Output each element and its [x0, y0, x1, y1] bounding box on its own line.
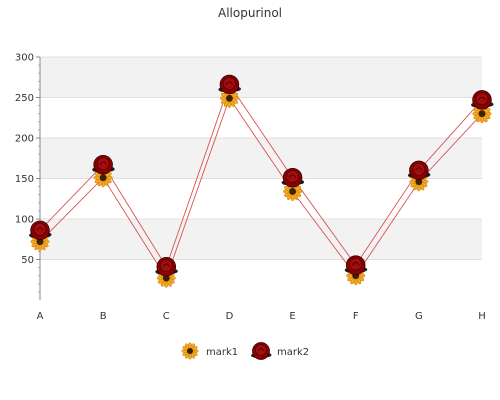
data-point-mark2	[344, 255, 368, 275]
axes: 50 100 150 200 250 300 A B C D E F G H	[15, 53, 486, 323]
x-tick-label: F	[353, 311, 359, 322]
data-point-mark2	[155, 257, 178, 277]
rose-petal	[255, 344, 267, 356]
rose-swirl	[225, 81, 234, 85]
legend-label: mark1	[206, 347, 238, 358]
rose-petal	[223, 77, 236, 90]
rose-swirl	[288, 174, 297, 178]
series-lines	[39, 83, 483, 280]
sunflower-center	[99, 174, 107, 182]
rose-swirl	[257, 348, 265, 352]
y-tick-label: 250	[15, 93, 34, 104]
rose-petal	[159, 259, 173, 273]
data-point-mark2	[29, 220, 52, 241]
y-tick-label: 150	[15, 174, 34, 185]
x-tick-label: A	[37, 311, 44, 322]
y-tick-label: 50	[21, 255, 34, 266]
x-tick-label: H	[478, 311, 486, 322]
sunflower-center	[289, 188, 296, 195]
legend: mark1 mark2	[181, 342, 309, 360]
sunflower-center	[478, 110, 486, 118]
rose-petal	[475, 92, 489, 106]
rose-petal	[412, 162, 426, 176]
grid-band	[40, 219, 482, 260]
sunflower-center	[226, 94, 233, 102]
legend-label: mark2	[277, 347, 309, 358]
data-point-mark2	[471, 90, 494, 110]
x-tick-label: C	[163, 311, 170, 322]
x-tick-label: B	[100, 311, 107, 322]
rose-swirl	[36, 227, 44, 231]
series-line-mark2	[39, 83, 483, 268]
y-tick-label: 200	[15, 134, 34, 145]
grid-band	[40, 57, 482, 98]
grid-bands	[40, 56, 482, 260]
legend-item: mark1	[181, 342, 238, 360]
x-tick-label: E	[289, 311, 295, 322]
rose-swirl	[99, 161, 107, 165]
rose-petal	[33, 222, 47, 236]
legend-item: mark2	[251, 342, 309, 360]
rose-swirl	[352, 262, 360, 266]
rose-swirl	[415, 167, 423, 171]
y-tick-label: 300	[15, 53, 34, 64]
sunflower-icon	[181, 342, 199, 360]
sunflower-center	[162, 274, 170, 282]
series-markers	[29, 74, 494, 288]
rose-petal	[286, 170, 299, 183]
rose-icon	[251, 342, 272, 360]
rose-petal	[96, 157, 110, 170]
data-point-mark2	[407, 160, 431, 181]
sunflower-center	[36, 238, 44, 246]
sunflower-center	[186, 347, 194, 355]
rose-petal	[349, 257, 363, 271]
series-line-mark1	[39, 97, 483, 280]
sunflower-center	[415, 178, 423, 186]
data-point-mark2	[281, 167, 305, 188]
x-tick-label: G	[415, 311, 423, 322]
rose-swirl	[162, 263, 170, 268]
rose-swirl	[478, 96, 486, 101]
x-tick-label: D	[226, 311, 234, 322]
data-point-mark2	[218, 74, 241, 95]
y-tick-label: 100	[15, 215, 34, 226]
chart-title: Allopurinol	[218, 6, 282, 20]
data-point-mark2	[92, 154, 115, 175]
